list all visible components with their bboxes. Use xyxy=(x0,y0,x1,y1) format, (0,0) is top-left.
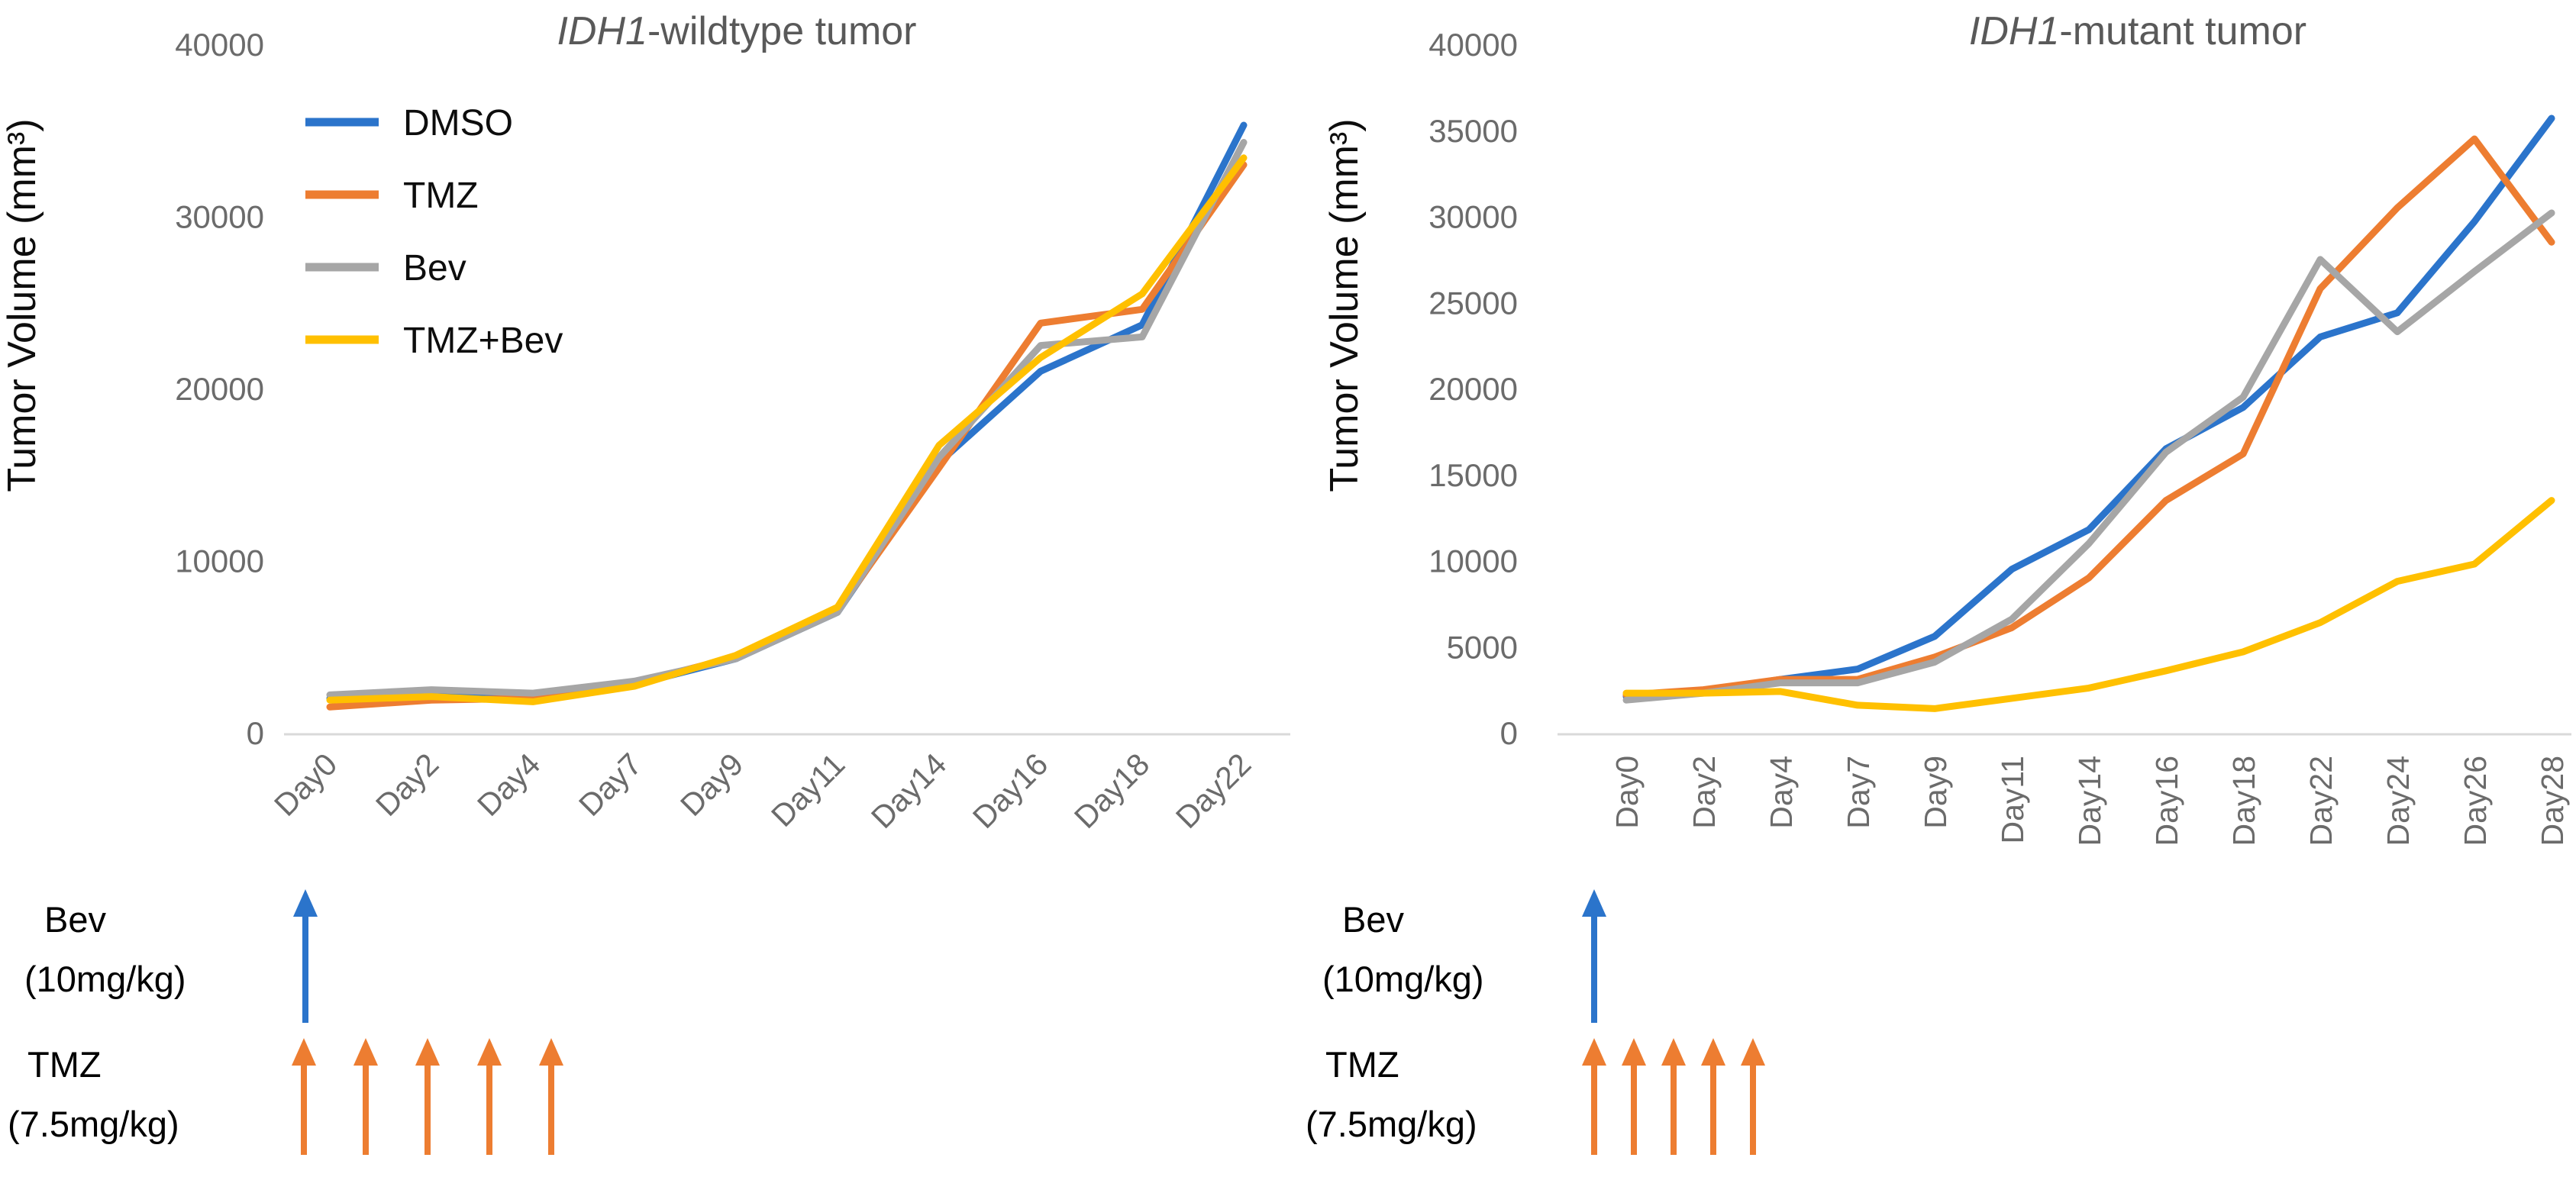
mutant-chart-panel: 0 5000 10000 15000 20000 25000 30000 35000 40000… xyxy=(1322,9,2571,846)
IDH1-tmz-up-arrow-icon xyxy=(1661,1038,1686,1155)
legend-label: DMSO xyxy=(403,103,513,143)
x-tick-label: Day18 xyxy=(1067,747,1156,835)
x-tick-label: Day0 xyxy=(1609,756,1645,829)
IDH1-tmz-up-arrow-icon xyxy=(1622,1038,1646,1155)
x-tick-label: Day28 xyxy=(2535,756,2570,846)
x-tick-label: Day2 xyxy=(1687,756,1722,829)
legend-item-Bev: Bev xyxy=(305,248,466,289)
IDH1-bev-up-arrow-icon xyxy=(1582,889,1606,1023)
IDH1-tmz-up-arrow-icon xyxy=(539,1038,563,1155)
y-tick-label: 35000 xyxy=(1428,113,1518,149)
x-tick-label: Day11 xyxy=(764,747,851,834)
y-tick-label: 10000 xyxy=(1428,543,1518,579)
x-tick-label: Day18 xyxy=(2226,756,2261,846)
series-line-Bev xyxy=(1622,209,2555,704)
y-axis-title: Tumor Volume (mm³) xyxy=(1322,118,1367,492)
x-tick-label: Day11 xyxy=(1995,756,2030,843)
x-tick-label: Day22 xyxy=(1169,747,1257,835)
IDH1-tmz-up-arrow-icon xyxy=(292,1038,316,1155)
series-line-TMZ xyxy=(326,161,1248,711)
x-tick-label: Day4 xyxy=(470,747,547,823)
series-line-TMZ+Bev xyxy=(1622,497,2555,712)
x-tick-label: Day14 xyxy=(864,747,953,835)
x-tick-label: Day4 xyxy=(1764,756,1799,829)
IDH1-tmz-up-arrow-icon xyxy=(1741,1038,1765,1155)
mutant-tmz-dose-label: TMZ (7.5mg/kg) xyxy=(1306,1035,1477,1154)
chart-title: IDH1-wildtype tumor xyxy=(557,9,916,53)
x-tick-label: Day14 xyxy=(2072,756,2107,846)
y-tick-label: 20000 xyxy=(175,371,264,407)
bev-dose-amount: (10mg/kg) xyxy=(1322,959,1484,999)
series-line-Bev xyxy=(326,139,1248,698)
legend-label: TMZ+Bev xyxy=(403,321,563,361)
x-tick-label: Day9 xyxy=(673,747,750,823)
bev-dose-name: Bev xyxy=(1342,899,1404,940)
wildtype-tmz-dose-label: TMZ (7.5mg/kg) xyxy=(8,1035,179,1154)
chart-title: IDH1-mutant tumor xyxy=(1969,9,2306,53)
tmz-dose-name: TMZ xyxy=(27,1044,102,1085)
y-tick-label: 30000 xyxy=(175,199,264,235)
legend-label: TMZ xyxy=(403,176,479,216)
x-tick-label: Day16 xyxy=(2149,756,2184,846)
y-tick-label: 40000 xyxy=(175,27,264,63)
y-tick-label: 20000 xyxy=(1428,371,1518,407)
y-tick-label: 10000 xyxy=(175,543,264,579)
y-tick-label: 25000 xyxy=(1428,285,1518,321)
legend-item-TMZ: TMZ xyxy=(305,176,479,216)
series-line-DMSO xyxy=(1622,114,2555,701)
legend-item-TMZ+Bev: TMZ+Bev xyxy=(305,321,563,361)
IDH1-tmz-up-arrow-icon xyxy=(415,1038,440,1155)
x-tick-label: Day0 xyxy=(267,747,344,823)
y-tick-label: 0 xyxy=(1500,715,1518,751)
x-tick-label: Day26 xyxy=(2458,756,2493,846)
y-tick-label: 40000 xyxy=(1428,27,1518,63)
y-tick-label: 15000 xyxy=(1428,457,1518,493)
x-tick-label: Day24 xyxy=(2381,756,2416,846)
y-axis-title: Tumor Volume (mm³) xyxy=(0,118,44,492)
wildtype-chart-panel: 0 10000 20000 30000 40000 Day0 Day2 Day4 Day7 Day… xyxy=(0,9,1290,835)
x-tick-label: Day22 xyxy=(2303,756,2339,846)
bev-dose-amount: (10mg/kg) xyxy=(24,959,186,999)
legend-label: Bev xyxy=(403,248,466,289)
x-tick-label: Day7 xyxy=(1841,756,1876,829)
x-tick-label: Day7 xyxy=(572,747,648,823)
IDH1-bev-up-arrow-icon xyxy=(293,889,318,1023)
tmz-dose-name: TMZ xyxy=(1325,1044,1399,1085)
IDH1-tmz-up-arrow-icon xyxy=(353,1038,378,1155)
x-tick-label: Day9 xyxy=(1918,756,1953,829)
legend-item-DMSO: DMSO xyxy=(305,103,513,143)
bev-dose-name: Bev xyxy=(44,899,106,940)
series-line-TMZ xyxy=(1622,135,2555,698)
IDH1-tmz-up-arrow-icon xyxy=(477,1038,502,1155)
y-tick-label: 5000 xyxy=(1447,629,1518,665)
tmz-dose-amount: (7.5mg/kg) xyxy=(8,1104,179,1144)
series-line-TMZ+Bev xyxy=(326,154,1248,705)
mutant-bev-dose-label: Bev (10mg/kg) xyxy=(1322,890,1484,1009)
x-tick-label: Day2 xyxy=(369,747,445,823)
wildtype-bev-dose-label: Bev (10mg/kg) xyxy=(24,890,186,1009)
IDH1-tmz-up-arrow-icon xyxy=(1701,1038,1725,1155)
y-tick-label: 30000 xyxy=(1428,199,1518,235)
tmz-dose-amount: (7.5mg/kg) xyxy=(1306,1104,1477,1144)
x-tick-label: Day16 xyxy=(966,747,1054,835)
IDH1-tmz-up-arrow-icon xyxy=(1582,1038,1606,1155)
y-tick-label: 0 xyxy=(247,715,264,751)
